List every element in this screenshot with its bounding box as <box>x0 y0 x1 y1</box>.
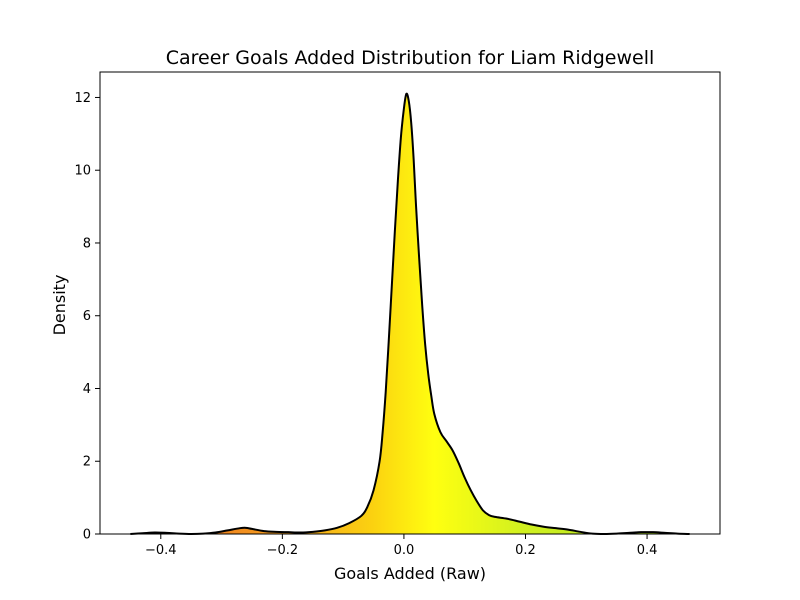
plot-area <box>130 92 690 535</box>
x-axis: −0.4 −0.2 0.0 0.2 0.4 <box>145 534 657 558</box>
x-tick-label: 0.0 <box>394 543 415 558</box>
x-tick-label: 0.4 <box>637 543 658 558</box>
y-axis-title: Density <box>50 275 69 336</box>
density-curve <box>130 92 690 535</box>
y-tick-label: 8 <box>83 236 91 251</box>
x-axis-title: Goals Added (Raw) <box>334 564 486 583</box>
y-tick-label: 4 <box>83 382 91 397</box>
y-tick-label: 12 <box>74 91 91 106</box>
x-tick-label: −0.2 <box>267 543 299 558</box>
y-axis: 0 2 4 6 8 10 12 <box>74 91 100 543</box>
density-area-fill <box>130 93 690 534</box>
y-tick-label: 2 <box>83 455 91 470</box>
x-tick-label: 0.2 <box>515 543 536 558</box>
plot-frame <box>99 71 721 535</box>
y-tick-label: 10 <box>74 164 91 179</box>
y-tick-label: 6 <box>83 309 91 324</box>
y-tick-label: 0 <box>83 528 91 543</box>
chart-title: Career Goals Added Distribution for Liam… <box>166 47 655 69</box>
x-tick-label: −0.4 <box>145 543 177 558</box>
